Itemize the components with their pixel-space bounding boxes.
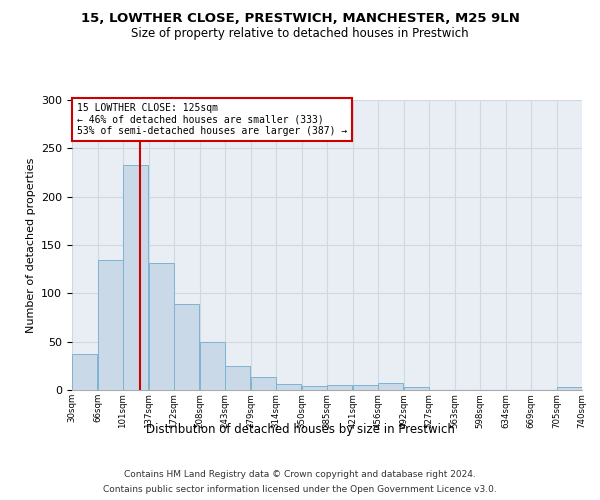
Bar [251, 378, 276, 390]
Text: 15 LOWTHER CLOSE: 125sqm
← 46% of detached houses are smaller (333)
53% of semi-: 15 LOWTHER CLOSE: 125sqm ← 46% of detach… [77, 103, 347, 136]
Bar [149, 264, 174, 390]
Text: Contains public sector information licensed under the Open Government Licence v3: Contains public sector information licen… [103, 485, 497, 494]
Text: Size of property relative to detached houses in Prestwich: Size of property relative to detached ho… [131, 28, 469, 40]
Bar [200, 342, 225, 390]
Bar [225, 366, 250, 390]
Bar [327, 385, 352, 390]
Bar [302, 386, 327, 390]
Bar [72, 354, 97, 390]
Bar [353, 385, 378, 390]
Text: Contains HM Land Registry data © Crown copyright and database right 2024.: Contains HM Land Registry data © Crown c… [124, 470, 476, 479]
Bar [276, 384, 301, 390]
Bar [123, 165, 148, 390]
Y-axis label: Number of detached properties: Number of detached properties [26, 158, 35, 332]
Bar [378, 383, 403, 390]
Bar [98, 260, 123, 390]
Bar [557, 387, 582, 390]
Text: Distribution of detached houses by size in Prestwich: Distribution of detached houses by size … [146, 422, 454, 436]
Bar [174, 304, 199, 390]
Text: 15, LOWTHER CLOSE, PRESTWICH, MANCHESTER, M25 9LN: 15, LOWTHER CLOSE, PRESTWICH, MANCHESTER… [80, 12, 520, 26]
Bar [404, 387, 429, 390]
